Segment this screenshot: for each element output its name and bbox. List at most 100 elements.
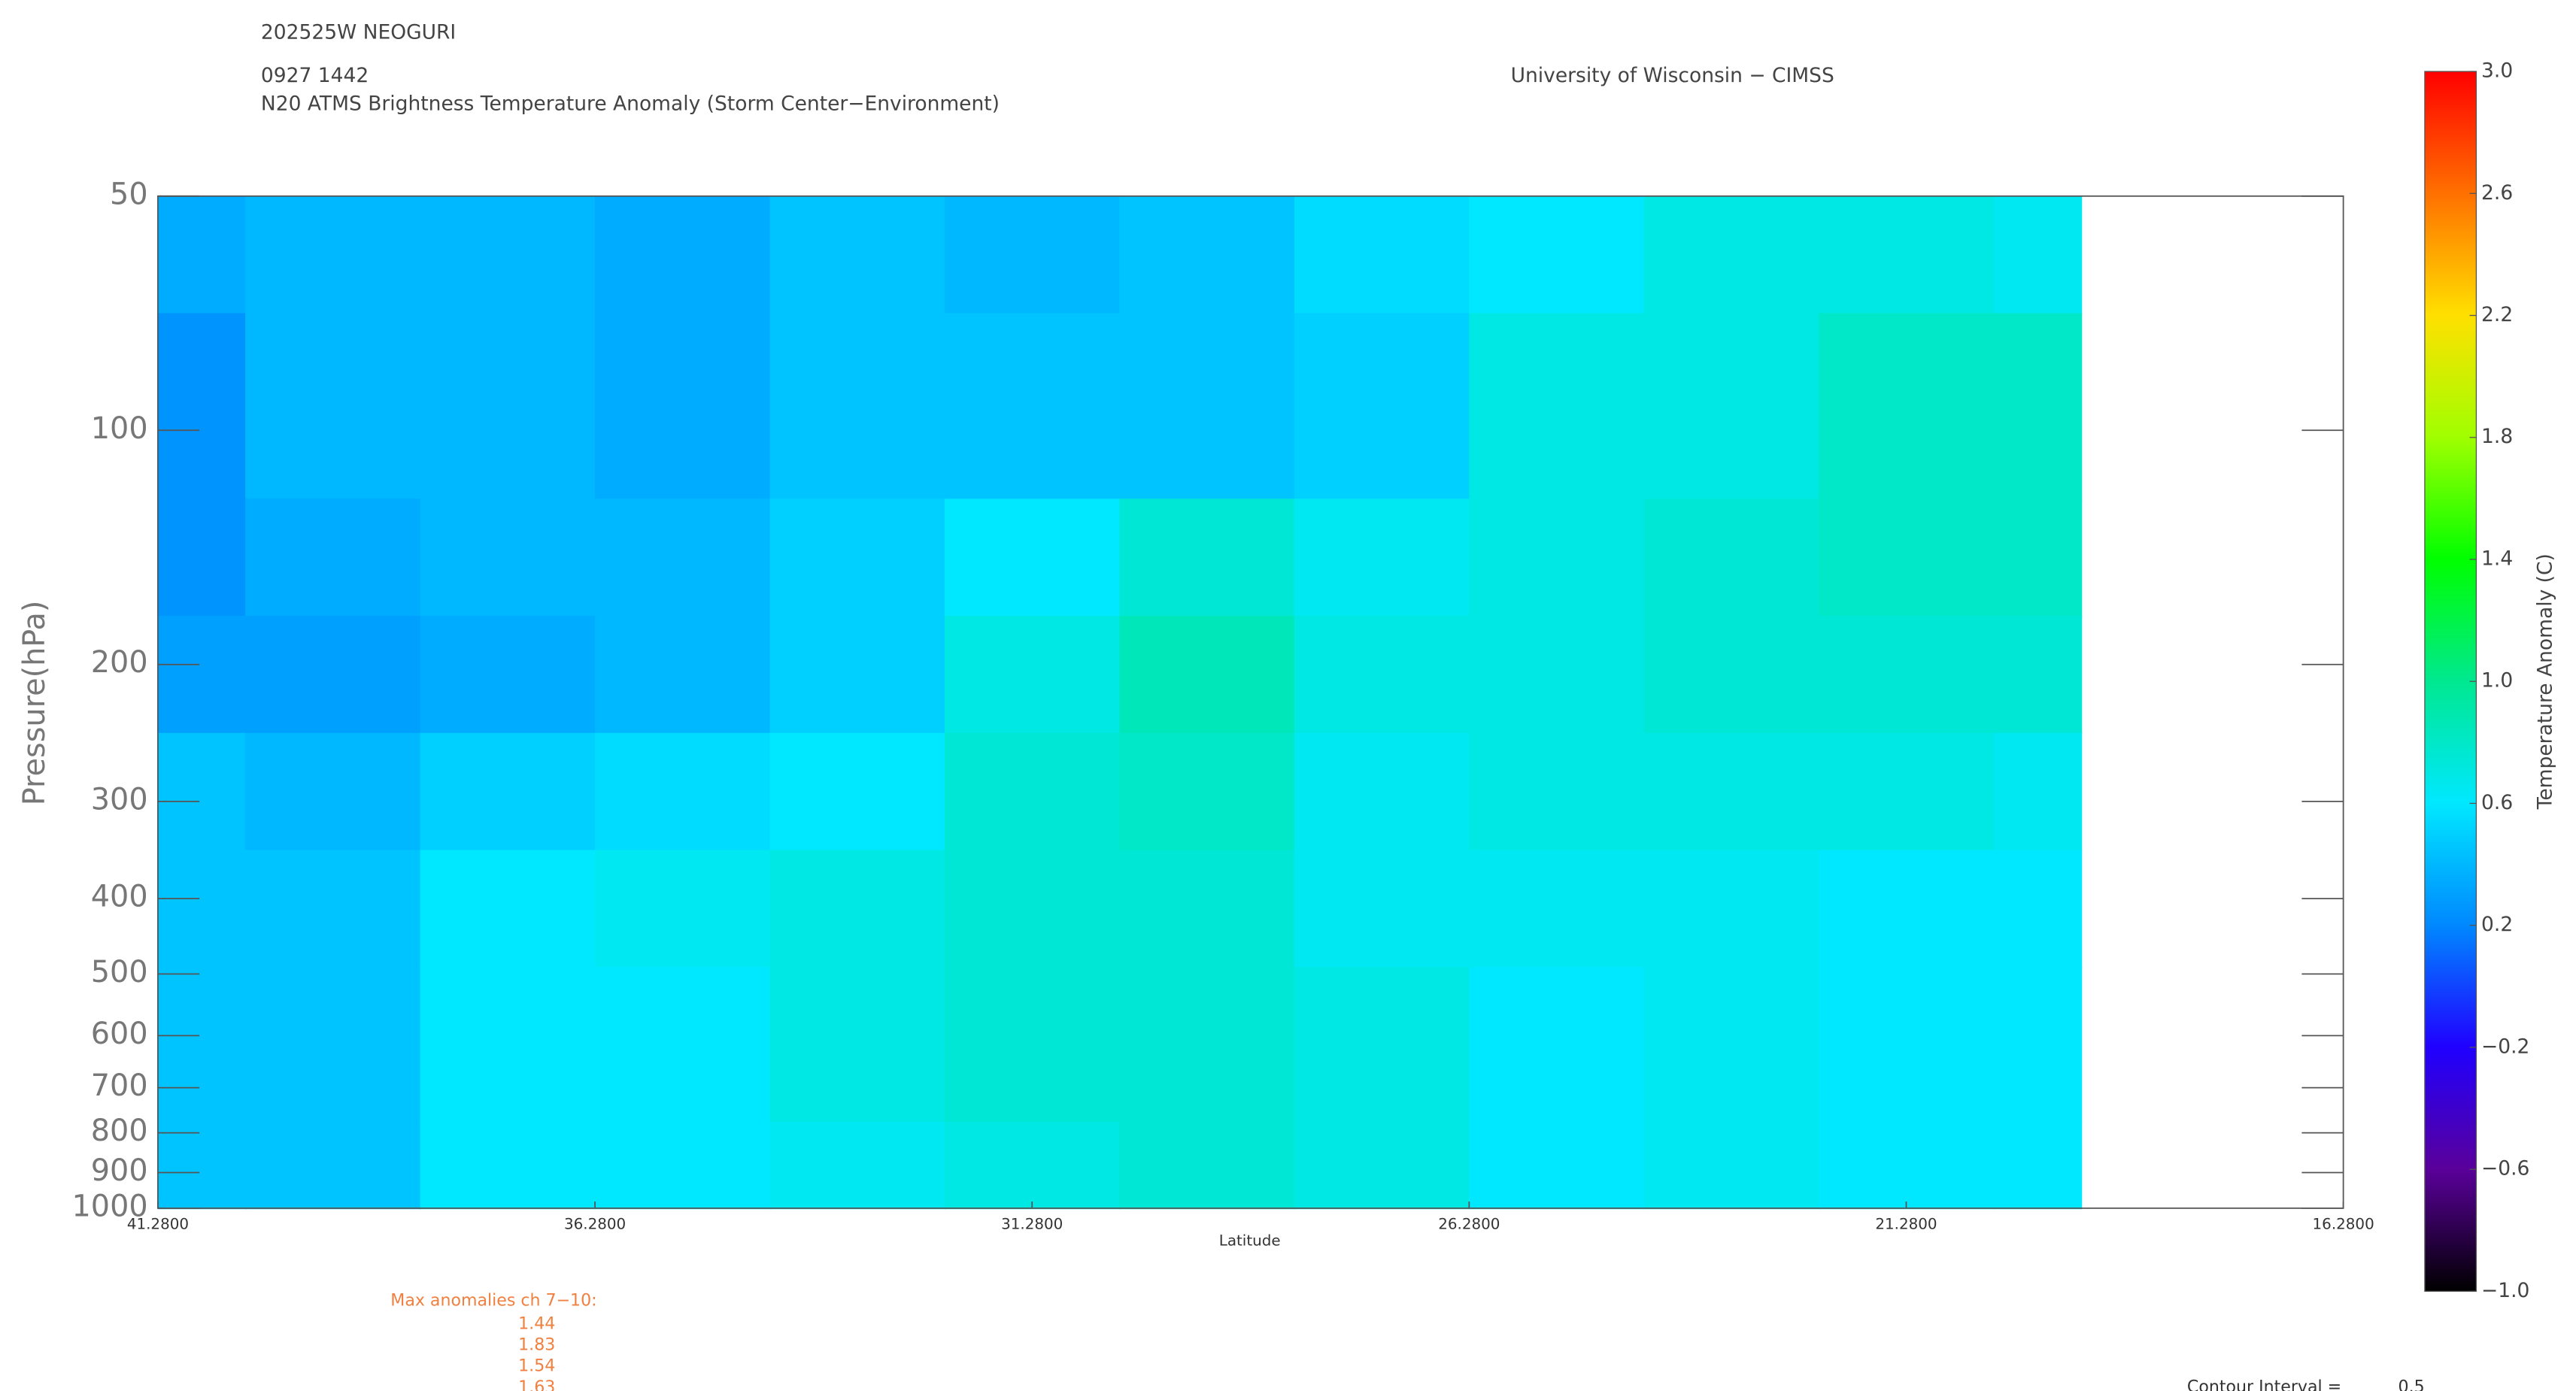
heat-cell xyxy=(420,195,596,314)
heat-cell xyxy=(245,616,421,735)
heat-cell xyxy=(157,967,247,1123)
heat-cell xyxy=(1469,616,1646,735)
heat-cell xyxy=(1819,195,1995,314)
heat-cell xyxy=(1294,732,1470,851)
heat-cell xyxy=(245,850,421,968)
y-tick-label: 50 xyxy=(110,177,148,211)
heat-cell xyxy=(1993,1122,2083,1210)
colorbar-tick-label: 0.2 xyxy=(2481,913,2513,936)
heat-cell xyxy=(245,967,421,1123)
max-anomaly: 1.63 xyxy=(518,1377,555,1391)
heat-cell xyxy=(944,499,1121,617)
heat-cell xyxy=(944,195,1121,314)
heat-cell xyxy=(157,195,247,314)
colorbar-tick-label: 3.0 xyxy=(2481,59,2513,83)
heat-cell xyxy=(420,967,596,1123)
colorbar-tick-label: −1.0 xyxy=(2481,1279,2529,1302)
heat-cell xyxy=(157,732,247,851)
colorbar-tick-label: −0.6 xyxy=(2481,1157,2529,1180)
heat-cell xyxy=(1294,195,1470,314)
chart-title: N20 ATMS Brightness Temperature Anomaly … xyxy=(261,92,1000,116)
heat-cell xyxy=(595,850,771,968)
heat-cell xyxy=(245,499,421,617)
heat-cell xyxy=(1819,967,1995,1123)
heat-cell xyxy=(1643,967,1820,1123)
y-tick-label: 200 xyxy=(91,645,148,680)
x-tick-label: 16.2800 xyxy=(2313,1215,2374,1232)
max-anomaly: 1.44 xyxy=(518,1314,555,1334)
heat-cell xyxy=(420,499,596,617)
heat-cell xyxy=(1469,195,1646,314)
colorbar-tick-label: 0.6 xyxy=(2481,791,2513,814)
heat-cell xyxy=(595,732,771,851)
heat-cell xyxy=(595,967,771,1123)
heat-cell xyxy=(1119,195,1296,314)
colorbar-tick-label: 1.8 xyxy=(2481,425,2513,448)
heat-cell xyxy=(1993,313,2083,500)
heat-cell xyxy=(1469,313,1646,500)
heat-cell xyxy=(1819,732,1995,851)
x-tick-label: 31.2800 xyxy=(1001,1215,1063,1232)
x-axis-label: Latitude xyxy=(1219,1232,1281,1250)
y-tick-label: 100 xyxy=(91,411,148,446)
heat-cell xyxy=(1643,313,1820,500)
heat-cell xyxy=(1294,499,1470,617)
heat-cell xyxy=(944,313,1121,500)
heat-cell xyxy=(420,1122,596,1210)
x-tick-label: 26.2800 xyxy=(1438,1215,1500,1232)
heat-cell xyxy=(1294,616,1470,735)
colorbar xyxy=(2424,71,2477,1293)
heat-cell xyxy=(769,313,946,500)
heat-cell xyxy=(595,499,771,617)
heat-cell xyxy=(157,850,247,968)
heat-cell xyxy=(157,1122,247,1210)
y-tick-label: 700 xyxy=(91,1068,148,1103)
heat-cell xyxy=(1643,1122,1820,1210)
heat-cell xyxy=(1294,850,1470,968)
y-tick-label: 500 xyxy=(91,955,148,989)
heat-cell xyxy=(769,195,946,314)
heat-cell xyxy=(769,732,946,851)
time-stamp: 0927 1442 xyxy=(261,64,369,87)
heat-cell xyxy=(1643,499,1820,617)
colorbar-tick-label: 2.2 xyxy=(2481,303,2513,326)
y-tick-label: 400 xyxy=(91,880,148,914)
heat-cell xyxy=(1819,616,1995,735)
heat-cell xyxy=(944,1122,1121,1210)
heat-cell xyxy=(1993,499,2083,617)
heat-cell xyxy=(157,499,247,617)
heat-cell xyxy=(1993,616,2083,735)
heat-cell xyxy=(1469,850,1646,968)
heat-cell xyxy=(595,313,771,500)
heat-cell xyxy=(1819,1122,1995,1210)
heat-cell xyxy=(1119,313,1296,500)
heat-cell xyxy=(245,732,421,851)
heat-cell xyxy=(1119,732,1296,851)
storm-id: 202525W NEOGURI xyxy=(261,21,456,44)
heat-cell xyxy=(769,499,946,617)
y-tick-label: 600 xyxy=(91,1017,148,1051)
y-tick-label: 1000 xyxy=(71,1189,147,1223)
heat-cell xyxy=(1643,195,1820,314)
heat-cell xyxy=(595,1122,771,1210)
x-tick-label: 36.2800 xyxy=(564,1215,626,1232)
heat-cell xyxy=(245,313,421,500)
heat-cell xyxy=(245,1122,421,1210)
heat-cell xyxy=(1819,850,1995,968)
y-tick-label: 800 xyxy=(91,1114,148,1148)
contour-interval-label: Contour Interval = xyxy=(2187,1377,2341,1391)
max-anomalies-label: Max anomalies ch 7−10: xyxy=(390,1291,596,1311)
heat-cell xyxy=(769,850,946,968)
colorbar-tick-label: −0.2 xyxy=(2481,1035,2529,1058)
heat-cell xyxy=(1119,967,1296,1123)
heat-cell xyxy=(1119,499,1296,617)
heat-cell xyxy=(769,616,946,735)
heat-cell xyxy=(1469,967,1646,1123)
heat-cell xyxy=(944,616,1121,735)
heat-cell xyxy=(1119,616,1296,735)
heat-cell xyxy=(420,732,596,851)
colorbar-tick-label: 1.4 xyxy=(2481,547,2513,570)
colorbar-tick-label: 2.6 xyxy=(2481,181,2513,205)
heat-cell xyxy=(944,967,1121,1123)
